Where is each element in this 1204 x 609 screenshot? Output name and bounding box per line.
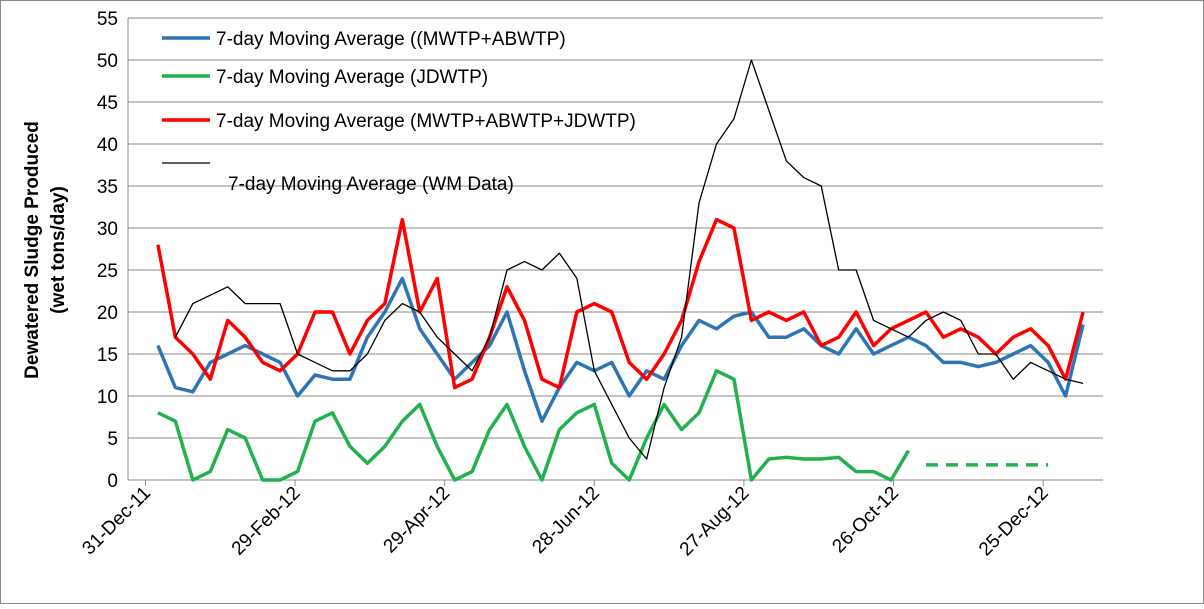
- series-line: [156, 217, 1085, 390]
- legend-label: 7-day Moving Average (WM Data): [228, 174, 514, 195]
- y-tick-label: 45: [97, 93, 118, 114]
- y-tick-label: 40: [97, 135, 118, 156]
- y-tick-label: 10: [97, 387, 118, 408]
- series-line: [156, 276, 1085, 423]
- y-tick-label: 50: [97, 51, 118, 72]
- y-tick-label: 20: [97, 303, 118, 324]
- legend-label: 7-day Moving Average ((MWTP+ABWTP): [216, 29, 566, 50]
- legend-label: 7-day Moving Average (MWTP+ABWTP+JDWTP): [216, 111, 636, 132]
- series-line: [157, 369, 911, 482]
- y-tick-label: 5: [107, 429, 118, 450]
- y-axis-title: Dewatered Sludge Produced: [22, 121, 43, 379]
- y-tick-label: 25: [97, 261, 118, 282]
- series-line: [174, 59, 1084, 460]
- y-tick-label: 35: [97, 177, 118, 198]
- y-tick-label: 0: [107, 471, 118, 492]
- y-tick-label: 15: [97, 345, 118, 366]
- y-axis-title: (wet tons/day): [48, 186, 69, 314]
- y-tick-label: 55: [97, 9, 118, 30]
- y-tick-label: 30: [97, 219, 118, 240]
- legend-label: 7-day Moving Average (JDWTP): [216, 67, 488, 88]
